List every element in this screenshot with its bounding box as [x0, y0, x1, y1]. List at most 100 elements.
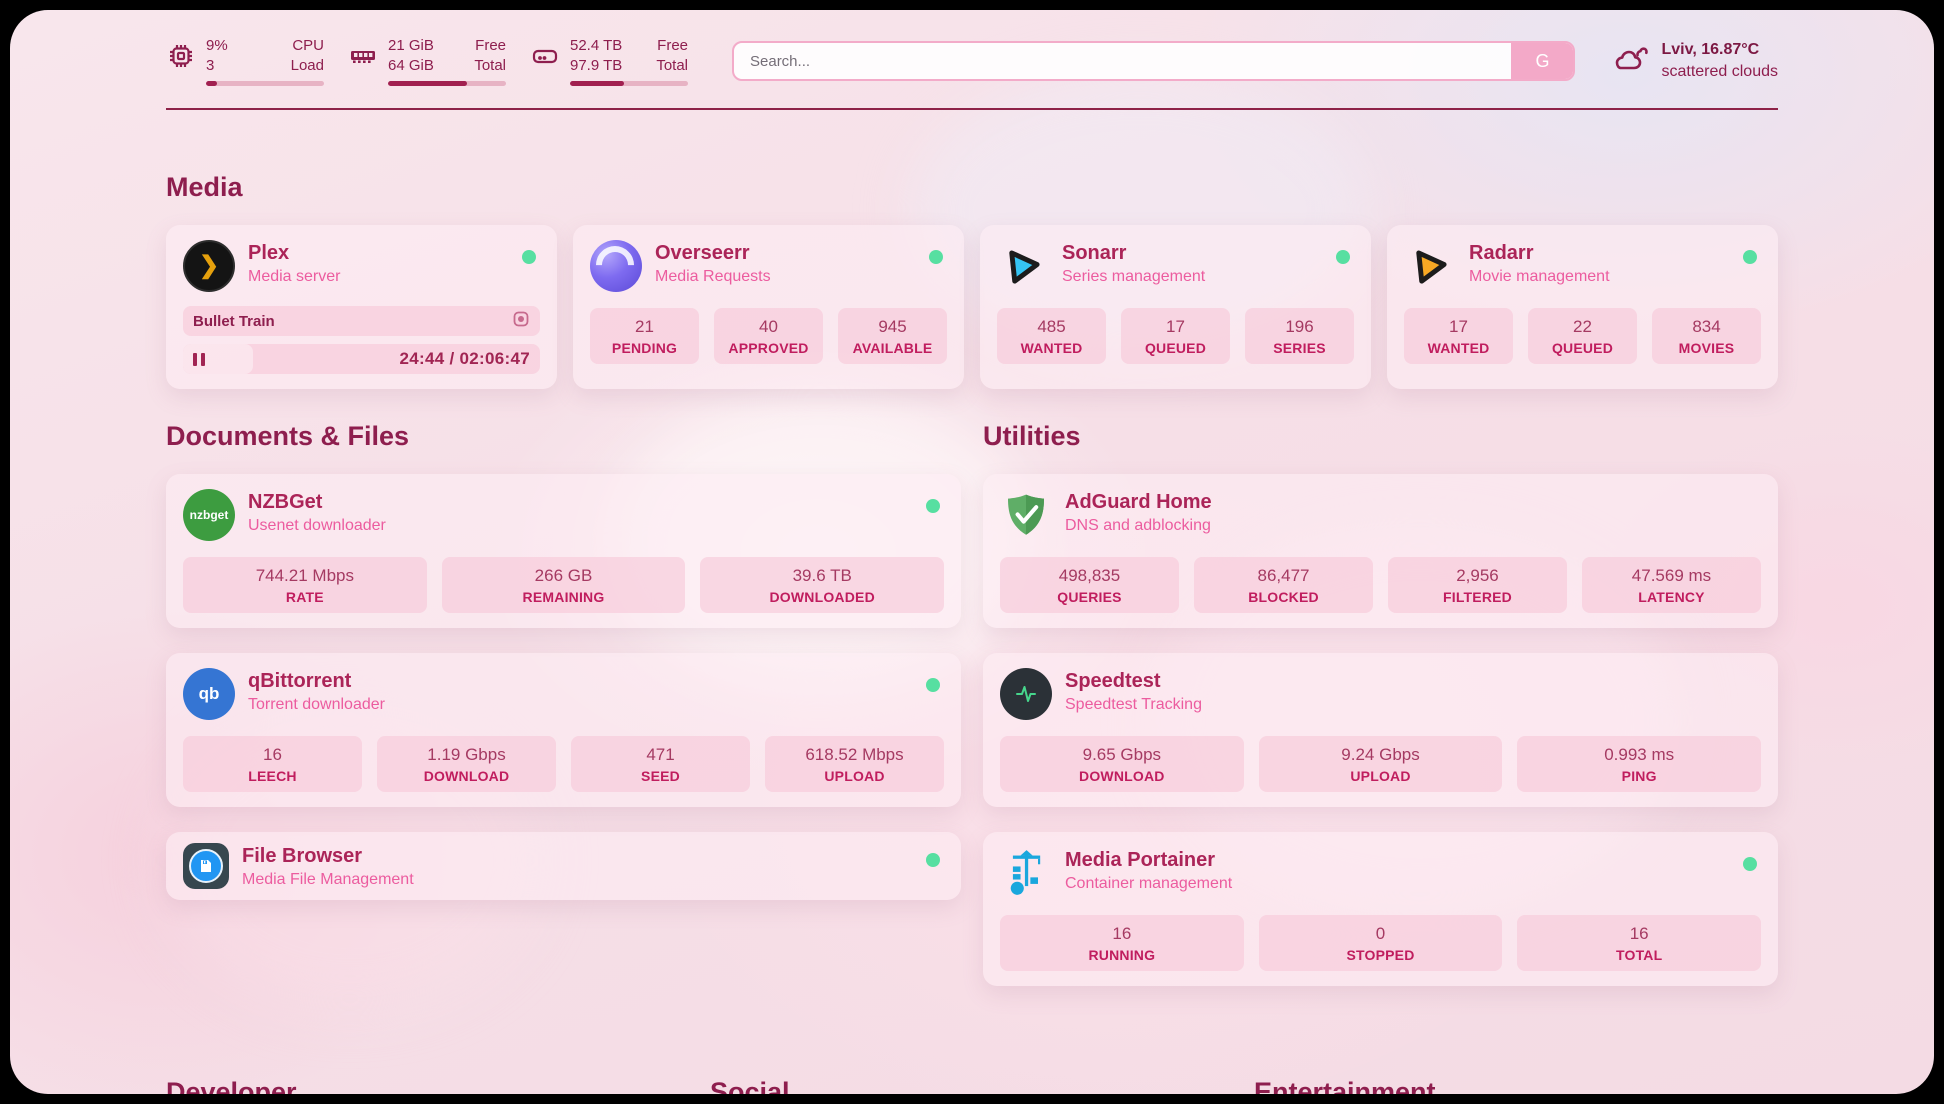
radarr-icon	[1404, 240, 1456, 292]
section-title-entertainment: Entertainment	[1254, 1077, 1436, 1094]
memory-total-value: 64 GiB	[388, 56, 434, 74]
filebrowser-link[interactable]: File Browser Media File Management	[183, 843, 944, 889]
portainer-crane-icon	[1000, 847, 1052, 899]
disk-free-value: 52.4 TB	[570, 37, 623, 54]
stat-queued: 17 QUEUED	[1121, 308, 1230, 364]
cpu-percent: 9%	[206, 37, 228, 54]
filebrowser-card: File Browser Media File Management	[166, 832, 961, 900]
plex-card: ❯ Plex Media server Bullet Train	[166, 225, 557, 389]
stat-pending: 21 PENDING	[590, 308, 699, 364]
disk-icon	[530, 41, 560, 71]
sonarr-link[interactable]: Sonarr Series management	[997, 240, 1354, 292]
app-title: Sonarr	[1062, 242, 1127, 264]
stat-queries: 498,835 QUERIES	[1000, 557, 1179, 613]
nzbget-link[interactable]: nzbget NZBGet Usenet downloader	[183, 489, 944, 541]
overseerr-link[interactable]: Overseerr Media Requests	[590, 240, 947, 292]
section-title-media: Media	[166, 172, 243, 202]
stat-queued: 22 QUEUED	[1528, 308, 1637, 364]
adguard-link[interactable]: AdGuard Home DNS and adblocking	[1000, 489, 1761, 541]
radarr-link[interactable]: Radarr Movie management	[1404, 240, 1761, 292]
status-dot	[926, 678, 940, 692]
app-title: NZBGet	[248, 491, 323, 513]
qbittorrent-card: qb qBittorrent Torrent downloader 16 LEE…	[166, 653, 961, 807]
memory-stat: 21 GiB 64 GiB Free Total	[348, 36, 506, 86]
nzbget-card: nzbget NZBGet Usenet downloader 744.21 M…	[166, 474, 961, 628]
app-subtitle: DNS and adblocking	[1065, 517, 1211, 534]
weather-condition: scattered clouds	[1661, 63, 1778, 80]
stat-upload: 618.52 Mbps UPLOAD	[765, 736, 944, 792]
system-stats: 9% 3 CPU Load	[166, 36, 688, 86]
disk-progress-bar	[570, 81, 688, 86]
speedtest-card: Speedtest Speedtest Tracking 9.65 Gbps D…	[983, 653, 1778, 807]
app-subtitle: Media Requests	[655, 268, 771, 285]
section-title-social: Social	[710, 1077, 790, 1094]
stat-remaining: 266 GB REMAINING	[441, 557, 686, 613]
pause-button[interactable]	[193, 351, 211, 367]
stat-latency: 47.569 ms LATENCY	[1582, 557, 1761, 613]
plex-playback-progress: 24:44 / 02:06:47	[183, 344, 540, 374]
plex-icon: ❯	[183, 240, 235, 292]
stat-available: 945 AVAILABLE	[838, 308, 947, 364]
status-dot	[929, 250, 943, 264]
stat-stopped: 0 STOPPED	[1258, 915, 1503, 971]
section-entertainment: Entertainment YT YouTube youtube.com NF …	[1254, 1077, 1778, 1094]
disk-total-label: Total	[656, 56, 688, 74]
cpu-load-label: Load	[290, 56, 324, 74]
app-subtitle: Speedtest Tracking	[1065, 696, 1202, 713]
app-subtitle: Movie management	[1469, 268, 1610, 285]
section-media: Media ❯ Plex Media server Bulle	[166, 172, 1778, 389]
cloud-icon	[1611, 42, 1649, 81]
stat-upload: 9.24 Gbps UPLOAD	[1258, 736, 1503, 792]
app-subtitle: Media server	[248, 268, 341, 285]
app-title: Plex	[248, 242, 290, 264]
qbittorrent-link[interactable]: qb qBittorrent Torrent downloader	[183, 668, 944, 720]
status-dot	[1743, 250, 1757, 264]
portainer-card: Media Portainer Container management 16 …	[983, 832, 1778, 986]
app-subtitle: Usenet downloader	[248, 517, 386, 534]
stat-downloaded: 39.6 TB DOWNLOADED	[700, 557, 945, 613]
portainer-link[interactable]: Media Portainer Container management	[1000, 847, 1761, 899]
nzbget-icon: nzbget	[183, 489, 235, 541]
status-dot	[926, 853, 940, 867]
stat-series: 196 SERIES	[1245, 308, 1354, 364]
cast-icon[interactable]	[512, 310, 530, 332]
top-bar: 9% 3 CPU Load	[166, 10, 1778, 86]
disk-stat: 52.4 TB 97.9 TB Free Total	[530, 36, 688, 86]
plex-link[interactable]: ❯ Plex Media server	[183, 240, 540, 292]
stat-wanted: 485 WANTED	[997, 308, 1106, 364]
adguard-card: AdGuard Home DNS and adblocking 498,835 …	[983, 474, 1778, 628]
section-title-utilities: Utilities	[983, 421, 1081, 451]
sonarr-card: Sonarr Series management 485 WANTED 17 Q…	[980, 225, 1371, 389]
sonarr-icon	[997, 240, 1049, 292]
speedtest-pulse-icon	[1000, 668, 1052, 720]
overseerr-icon	[590, 240, 642, 292]
search-provider-button[interactable]: G	[1511, 43, 1574, 79]
app-title: Media Portainer	[1065, 849, 1216, 871]
stat-filtered: 2,956 FILTERED	[1388, 557, 1567, 613]
speedtest-link[interactable]: Speedtest Speedtest Tracking	[1000, 668, 1761, 720]
stat-approved: 40 APPROVED	[714, 308, 823, 364]
search-input[interactable]	[734, 43, 1512, 79]
stat-wanted: 17 WANTED	[1404, 308, 1513, 364]
stat-ping: 0.993 ms PING	[1517, 736, 1762, 792]
section-title-developer: Developer	[166, 1077, 297, 1094]
weather-widget: Lviv, 16.87°C scattered clouds	[1611, 39, 1778, 82]
stat-leech: 16 LEECH	[183, 736, 362, 792]
stat-download: 9.65 Gbps DOWNLOAD	[1000, 736, 1244, 792]
stat-blocked: 86,477 BLOCKED	[1194, 557, 1373, 613]
ram-icon	[348, 41, 378, 71]
section-documents: Documents & Files nzbget NZBGet Usenet d…	[166, 421, 961, 1011]
app-title: Speedtest	[1065, 670, 1161, 692]
app-title: AdGuard Home	[1065, 491, 1212, 513]
memory-free-label: Free	[475, 37, 506, 54]
stat-seed: 471 SEED	[571, 736, 750, 792]
overseerr-card: Overseerr Media Requests 21 PENDING 40 A…	[573, 225, 964, 389]
app-subtitle: Media File Management	[242, 871, 414, 888]
stat-rate: 744.21 Mbps RATE	[183, 557, 427, 613]
filebrowser-icon	[183, 843, 229, 889]
app-title: Radarr	[1469, 242, 1534, 264]
weather-location-temp: Lviv, 16.87°C	[1661, 41, 1760, 59]
header-divider	[166, 108, 1778, 110]
section-social: Social LI LinkedIn linkedin.com TW Twitt…	[710, 1077, 1234, 1094]
status-dot	[926, 499, 940, 513]
